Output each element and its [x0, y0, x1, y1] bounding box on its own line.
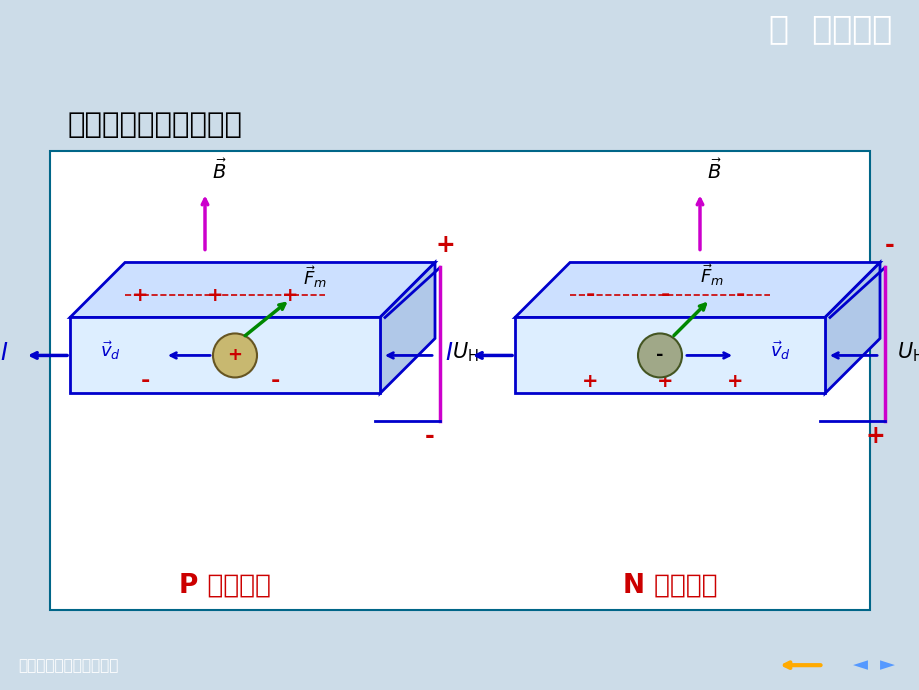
- Text: $U_\mathrm{H}$: $U_\mathrm{H}$: [896, 341, 919, 364]
- Text: -: -: [141, 371, 150, 391]
- Text: $\vec{B}$: $\vec{B}$: [707, 158, 721, 183]
- Polygon shape: [70, 262, 435, 317]
- Text: P 型半导体: P 型半导体: [179, 572, 271, 598]
- Text: -: -: [884, 233, 894, 257]
- Text: +: +: [435, 233, 454, 257]
- Polygon shape: [70, 317, 380, 393]
- Text: -: -: [584, 286, 594, 306]
- Circle shape: [213, 333, 256, 377]
- Text: 哈尔滨工程大学物理学院: 哈尔滨工程大学物理学院: [18, 658, 119, 673]
- Text: ►: ►: [879, 656, 894, 675]
- Text: ◄: ◄: [852, 656, 867, 675]
- Text: $\vec{B}$: $\vec{B}$: [212, 158, 227, 183]
- Text: $U_\mathrm{H}$: $U_\mathrm{H}$: [451, 341, 478, 364]
- Polygon shape: [515, 317, 824, 393]
- Text: $I$: $I$: [0, 342, 8, 366]
- Text: N 型半导体: N 型半导体: [622, 572, 717, 598]
- Circle shape: [637, 333, 681, 377]
- Text: $\vec{F}_m$: $\vec{F}_m$: [302, 264, 326, 290]
- Polygon shape: [515, 262, 879, 317]
- Text: $\vec{v}_d$: $\vec{v}_d$: [99, 339, 120, 362]
- Polygon shape: [380, 262, 435, 393]
- Text: $\vec{v}_d$: $\vec{v}_d$: [769, 339, 790, 362]
- Text: 判定半导体材料的类型: 判定半导体材料的类型: [68, 110, 243, 139]
- Text: 六  稳恒磁场: 六 稳恒磁场: [768, 12, 891, 45]
- Text: +: +: [227, 346, 243, 364]
- FancyBboxPatch shape: [50, 150, 869, 611]
- Text: +: +: [864, 424, 884, 448]
- Text: $I$: $I$: [444, 342, 452, 366]
- Text: +: +: [207, 286, 223, 305]
- Text: -: -: [734, 286, 743, 306]
- Text: -: -: [270, 371, 279, 391]
- Text: +: +: [656, 372, 673, 391]
- Text: -: -: [660, 286, 669, 306]
- Text: +: +: [581, 372, 597, 391]
- Polygon shape: [824, 262, 879, 393]
- Text: -: -: [655, 346, 663, 364]
- Text: +: +: [726, 372, 743, 391]
- Text: $\vec{F}_m$: $\vec{F}_m$: [699, 263, 723, 288]
- Text: -: -: [425, 424, 435, 448]
- Text: +: +: [281, 286, 298, 305]
- Text: +: +: [131, 286, 148, 305]
